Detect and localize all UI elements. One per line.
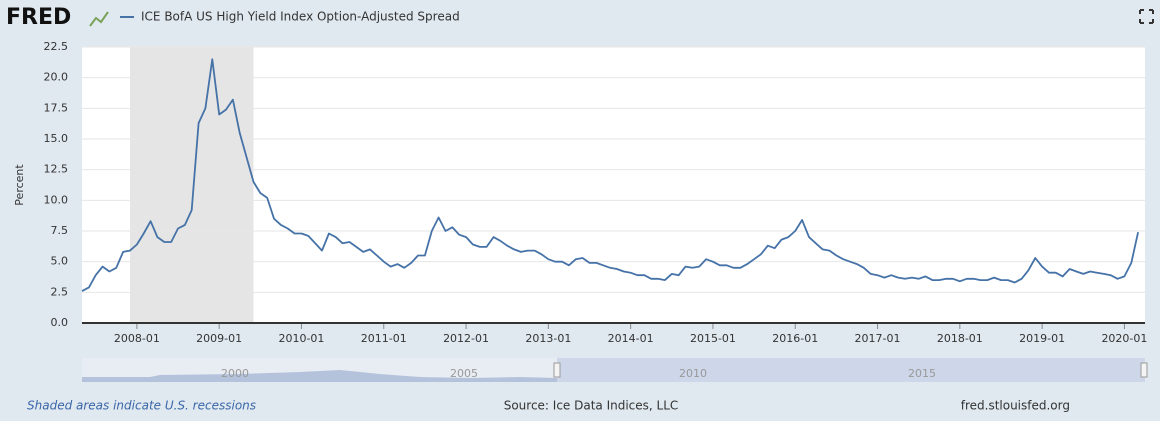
plot-area (82, 47, 1145, 323)
navigator-area (82, 370, 557, 382)
y-tick-label: 20.0 (44, 71, 69, 84)
recession-shade (130, 47, 254, 323)
y-tick-label: 12.5 (44, 163, 69, 176)
navigator-handle[interactable] (553, 362, 561, 378)
navigator-label: 2005 (450, 367, 478, 380)
y-tick-label: 7.5 (51, 224, 69, 237)
data-line (81, 58, 1139, 292)
logo-icon (89, 11, 109, 27)
x-tick-label: 2014-01 (608, 332, 654, 345)
y-tick-label: 17.5 (44, 101, 69, 114)
y-tick-label: 10.0 (44, 193, 69, 206)
navigator-selection[interactable] (557, 358, 1145, 382)
navigator[interactable]: 2000 2005 2010 2015 (82, 358, 1148, 382)
x-tick-label: 2012-01 (443, 332, 489, 345)
fullscreen-button[interactable] (1139, 9, 1154, 24)
navigator-label: 2000 (221, 367, 249, 380)
site[interactable]: fred.stlouisfed.org (961, 399, 1070, 413)
y-axis-label: Percent (13, 164, 26, 206)
x-tick-label: 2019-01 (1019, 332, 1065, 345)
recession-note[interactable]: Shaded areas indicate U.S. recessions (27, 399, 256, 413)
legend-label[interactable]: ICE BofA US High Yield Index Option-Adju… (141, 10, 460, 24)
x-tick-label: 2020-01 (1101, 332, 1147, 345)
logo: FRED (6, 5, 71, 30)
y-tick-label: 2.5 (51, 285, 69, 298)
x-tick-label: 2015-01 (690, 332, 736, 345)
y-tick-label: 15.0 (44, 132, 69, 145)
y-tick-label: 22.5 (44, 40, 69, 53)
x-tick-label: 2008-01 (114, 332, 160, 345)
x-tick-label: 2017-01 (855, 332, 901, 345)
x-tick-label: 2018-01 (937, 332, 983, 345)
x-tick-label: 2009-01 (196, 332, 242, 345)
x-tick-label: 2011-01 (361, 332, 407, 345)
source: Source: Ice Data Indices, LLC (504, 399, 679, 413)
navigator-handle[interactable] (1140, 362, 1148, 378)
navigator-label: 2015 (908, 367, 936, 380)
navigator-label: 2010 (679, 367, 707, 380)
y-tick-label: 0.0 (51, 316, 69, 329)
x-tick-label: 2013-01 (525, 332, 571, 345)
x-tick-label: 2010-01 (278, 332, 324, 345)
y-tick-label: 5.0 (51, 255, 69, 268)
x-tick-label: 2016-01 (772, 332, 818, 345)
